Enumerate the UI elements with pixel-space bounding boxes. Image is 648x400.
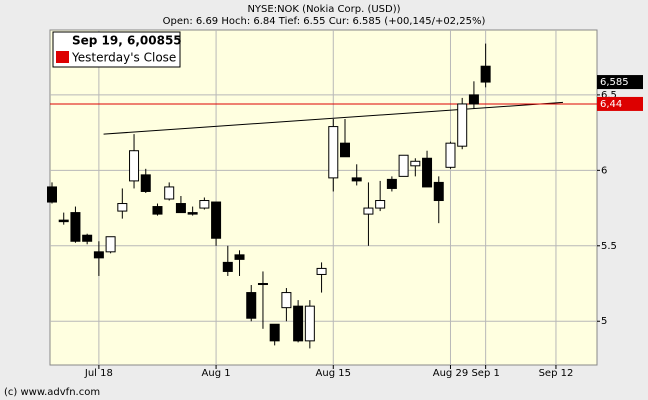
candle-body	[304, 305, 315, 342]
chart-title: NYSE:NOK (Nokia Corp. (USD))	[247, 4, 400, 15]
x-tick-label: Sep 12	[539, 368, 574, 379]
candle-body	[480, 65, 491, 83]
candle-body	[187, 212, 198, 215]
candle-body	[281, 292, 292, 309]
candle-body	[328, 126, 339, 179]
candle-body	[375, 200, 386, 209]
candle-body	[82, 234, 93, 242]
legend-label: Yesterday's Close	[71, 51, 176, 65]
candle-body	[269, 323, 280, 342]
legend-swatch	[56, 51, 69, 63]
legend-header: Sep 19, 6,00855	[72, 34, 182, 48]
x-tick-label: Aug 1	[202, 368, 231, 379]
plot: 5 5.5 6 6.5 Jul 18 Aug 1 Aug 15 Aug 29 Sep 1 Sep …	[47, 30, 643, 379]
x-tick-label: Sep 1	[471, 368, 499, 379]
candle-body	[117, 203, 128, 212]
candle-body	[211, 201, 222, 239]
candle-body	[316, 267, 327, 275]
candle-body	[164, 186, 175, 200]
reference-price-label: 6,44	[600, 99, 622, 110]
legend: Sep 19, 6,00855 Yesterday's Close	[52, 31, 182, 68]
candle-body	[433, 181, 444, 202]
plot-area	[49, 29, 598, 366]
y-tick-label: 6.5	[601, 90, 617, 101]
chart-subtitle: Open: 6.69 Hoch: 6.84 Tief: 6.55 Cur: 6.…	[163, 16, 486, 27]
candle-body	[457, 103, 468, 147]
candle-body	[386, 178, 397, 189]
candle-body	[93, 251, 104, 259]
candle-body	[140, 174, 151, 192]
y-tick-label: 6	[601, 165, 607, 176]
x-tick-label: Aug 29	[433, 368, 468, 379]
trendline	[103, 101, 564, 135]
candle-body	[246, 292, 257, 319]
source: (c) www.advfn.com	[4, 387, 100, 398]
candle-body	[58, 219, 69, 223]
current-price-label: 6,585	[600, 77, 629, 88]
candle-body	[351, 177, 362, 182]
y-tick-label: 5.5	[601, 241, 617, 252]
candle-body	[234, 254, 245, 260]
candle-body	[70, 212, 81, 242]
candle-body	[175, 203, 186, 214]
candle-body	[340, 142, 350, 158]
candle-body	[257, 283, 268, 286]
candle-body	[445, 142, 456, 168]
candle-body	[398, 154, 409, 177]
candle-body	[410, 160, 421, 167]
current-price-tag	[597, 75, 643, 90]
candle-body	[199, 200, 210, 209]
candle-body	[293, 305, 304, 342]
candle-body	[47, 186, 57, 203]
candle-body	[468, 94, 479, 105]
y-tick-label: 5	[601, 316, 607, 327]
reference-price-tag	[597, 96, 643, 111]
candle-body	[222, 261, 233, 272]
x-tick-label: Jul 18	[84, 368, 113, 379]
candle-body	[422, 157, 433, 188]
candle-body	[129, 150, 140, 182]
x-tick-label: Aug 15	[316, 368, 351, 379]
candle-body	[152, 206, 163, 215]
candle-body	[363, 207, 374, 215]
legend-box	[52, 31, 181, 68]
candle-body	[105, 236, 116, 253]
